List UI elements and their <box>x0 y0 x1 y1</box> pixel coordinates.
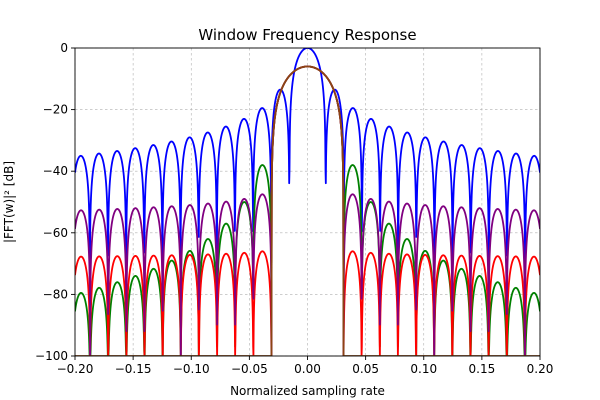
x-tick-label: 0.15 <box>469 362 496 376</box>
axis-ticks: −0.20 −0.15 −0.10 −0.05 0.00 0.05 0.10 0.15 0.20… <box>35 41 553 376</box>
y-tick-label: −100 <box>35 349 68 363</box>
series-line-5 <box>75 65 540 356</box>
x-tick-label: 0.00 <box>294 362 321 376</box>
y-tick-label: −20 <box>43 103 68 117</box>
x-tick-label: −0.15 <box>115 362 152 376</box>
series-line-1 <box>75 48 540 327</box>
x-tick-label: 0.05 <box>352 362 379 376</box>
y-tick-label: −60 <box>43 226 68 240</box>
chart-title: Window Frequency Response <box>198 26 416 44</box>
y-axis-label: |FFT(w)|² [dB] <box>2 161 16 243</box>
x-tick-label: 0.20 <box>527 362 554 376</box>
x-axis-label: Normalized sampling rate <box>230 384 385 398</box>
x-tick-label: −0.10 <box>173 362 210 376</box>
y-tick-label: 0 <box>60 41 68 55</box>
series-lines <box>75 48 540 356</box>
y-tick-label: −40 <box>43 164 68 178</box>
x-tick-label: 0.10 <box>410 362 437 376</box>
x-tick-label: −0.05 <box>231 362 268 376</box>
x-tick-label: −0.20 <box>57 362 94 376</box>
y-tick-label: −80 <box>43 287 68 301</box>
